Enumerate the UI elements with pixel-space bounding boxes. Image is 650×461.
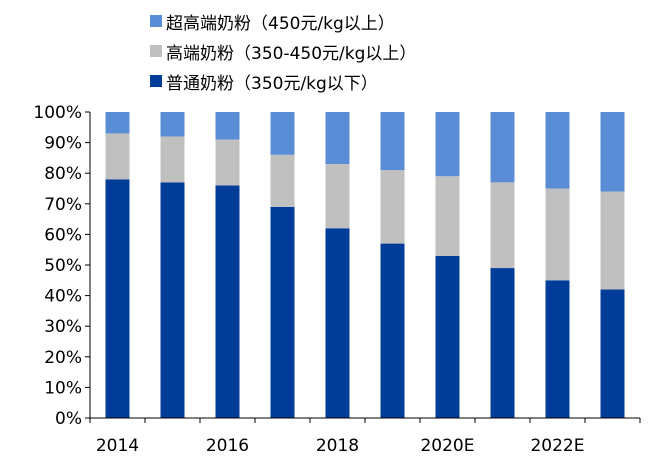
bar-2023E-series-2 bbox=[600, 112, 625, 192]
legend-label-super-premium: 超高端奶粉（450元/kg以上） bbox=[166, 13, 395, 34]
bar-2021E-series-2 bbox=[490, 112, 515, 183]
bar-2014-series-0 bbox=[105, 179, 130, 418]
bar-2020E-series-1 bbox=[435, 176, 460, 256]
bar-2022E-series-0 bbox=[545, 280, 570, 418]
y-tick-label-2: 20% bbox=[44, 348, 82, 368]
bar-2016-series-0 bbox=[215, 185, 240, 418]
bar-2022E-series-1 bbox=[545, 188, 570, 281]
bar-2017-series-0 bbox=[270, 206, 295, 418]
bar-2018-series-2 bbox=[325, 112, 350, 165]
bar-2017-series-2 bbox=[270, 112, 295, 155]
bar-2014-series-2 bbox=[105, 112, 130, 134]
bar-2015-series-1 bbox=[160, 136, 185, 183]
bar-2022E-series-2 bbox=[545, 112, 570, 189]
bar-2020E-series-0 bbox=[435, 255, 460, 418]
x-tick-label-2016: 2016 bbox=[206, 436, 249, 456]
bar-2020E-series-2 bbox=[435, 112, 460, 177]
legend-item-premium: 高端奶粉（350-450元/kg以上） bbox=[150, 36, 416, 66]
y-tick-label-3: 30% bbox=[44, 317, 82, 337]
bar-2023E-series-0 bbox=[600, 289, 625, 418]
y-tick-label-5: 50% bbox=[44, 256, 82, 276]
bar-2019-series-1 bbox=[380, 170, 405, 244]
legend-swatch-premium bbox=[150, 45, 162, 57]
legend-swatch-regular bbox=[150, 75, 162, 87]
bar-2014-series-1 bbox=[105, 133, 130, 180]
bar-2016-series-1 bbox=[215, 139, 240, 186]
bar-2017-series-1 bbox=[270, 154, 295, 207]
y-tick-label-10: 100% bbox=[33, 103, 82, 123]
chart-legend: 超高端奶粉（450元/kg以上） 高端奶粉（350-450元/kg以上） 普通奶… bbox=[150, 6, 416, 96]
legend-item-super-premium: 超高端奶粉（450元/kg以上） bbox=[150, 6, 416, 36]
y-tick-label-6: 60% bbox=[44, 225, 82, 245]
bar-2021E-series-0 bbox=[490, 268, 515, 418]
bar-2018-series-0 bbox=[325, 228, 350, 418]
bar-2021E-series-1 bbox=[490, 182, 515, 269]
y-tick-label-7: 70% bbox=[44, 195, 82, 215]
x-tick-label-2018: 2018 bbox=[316, 436, 359, 456]
bar-2019-series-0 bbox=[380, 243, 405, 418]
legend-label-premium: 高端奶粉（350-450元/kg以上） bbox=[166, 43, 417, 64]
y-tick-label-4: 40% bbox=[44, 287, 82, 307]
bar-2016-series-2 bbox=[215, 112, 240, 140]
bar-2015-series-0 bbox=[160, 182, 185, 418]
y-tick-label-0: 0% bbox=[55, 409, 82, 429]
x-tick-label-2022E: 2022E bbox=[530, 436, 584, 456]
bar-2023E-series-1 bbox=[600, 191, 625, 290]
y-tick-label-8: 80% bbox=[44, 164, 82, 184]
y-tick-label-1: 10% bbox=[44, 378, 82, 398]
bar-2018-series-1 bbox=[325, 164, 350, 229]
x-tick-label-2014: 2014 bbox=[96, 436, 139, 456]
legend-label-regular: 普通奶粉（350元/kg以下） bbox=[166, 73, 378, 94]
x-tick-label-2020E: 2020E bbox=[420, 436, 474, 456]
bar-2019-series-2 bbox=[380, 112, 405, 171]
y-tick-label-9: 90% bbox=[44, 134, 82, 154]
bar-2015-series-2 bbox=[160, 112, 185, 137]
legend-item-regular: 普通奶粉（350元/kg以下） bbox=[150, 66, 416, 96]
legend-swatch-super-premium bbox=[150, 15, 162, 27]
